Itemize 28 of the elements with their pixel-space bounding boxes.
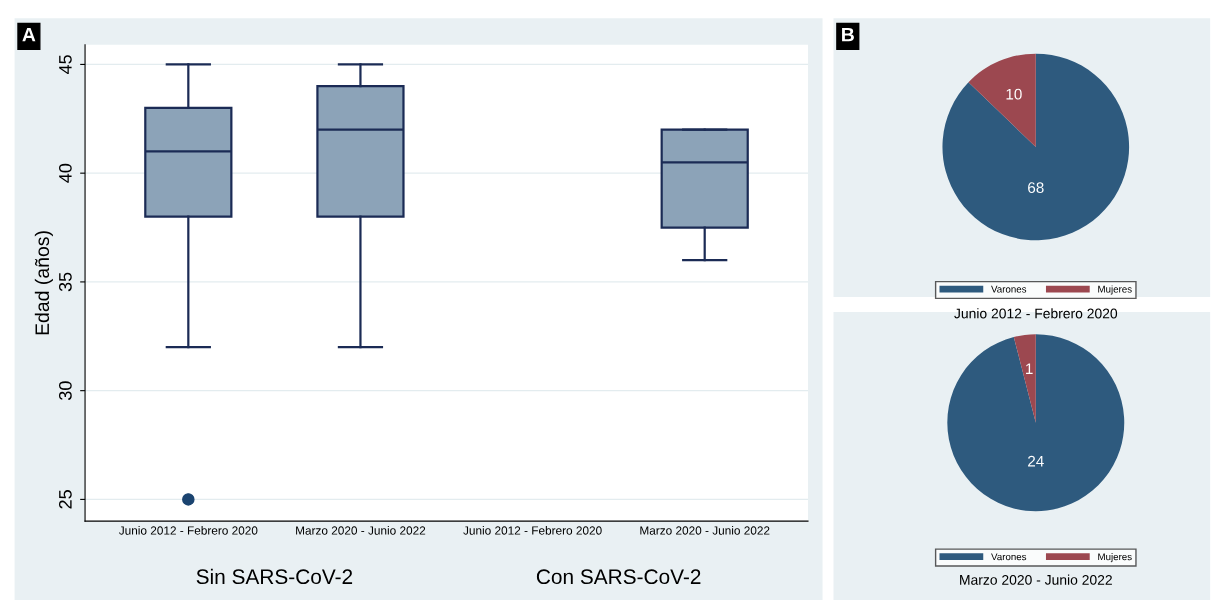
y-tick-label: 35 — [58, 272, 72, 292]
text: Sin SARS-CoV-2 — [196, 568, 353, 585]
legend-label: Mujeres — [1098, 285, 1132, 295]
text: A — [22, 27, 36, 42]
text: B — [842, 27, 854, 42]
pie-slice — [1013, 334, 1036, 423]
legend-label: Mujeres — [1098, 553, 1132, 563]
y-tick-label: 45 — [59, 55, 72, 75]
y-axis-title: Edad (años) — [34, 231, 53, 335]
x-tick-label: Marzo 2020 - Junio 2022 — [640, 526, 770, 535]
data-label: 24 — [1028, 455, 1044, 467]
legend-label: Varones — [991, 553, 1027, 561]
data-label: 68 — [1028, 182, 1044, 194]
text: Con SARS-CoV-2 — [536, 569, 701, 585]
x-tick-label: Marzo 2020 - Junio 2022 — [296, 526, 426, 535]
pie-slice — [942, 53, 1130, 241]
x-tick-label: Junio 2012 - Febrero 2020 — [463, 526, 602, 535]
y-tick-label: 30 — [58, 381, 72, 401]
pie-slice — [947, 334, 1125, 512]
data-label: 1 — [1026, 363, 1033, 374]
y-tick-label: 40 — [58, 163, 72, 183]
legend-label: Varones — [991, 285, 1027, 293]
y-tick-label: 25 — [58, 490, 72, 509]
pie-slice — [968, 53, 1036, 147]
text: Marzo 2020 - Junio 2022 — [960, 574, 1112, 585]
text: Junio 2012 - Febrero 2020 — [954, 308, 1118, 319]
data-label: 10 — [1006, 88, 1022, 100]
x-tick-label: Junio 2012 - Febrero 2020 — [118, 526, 258, 535]
